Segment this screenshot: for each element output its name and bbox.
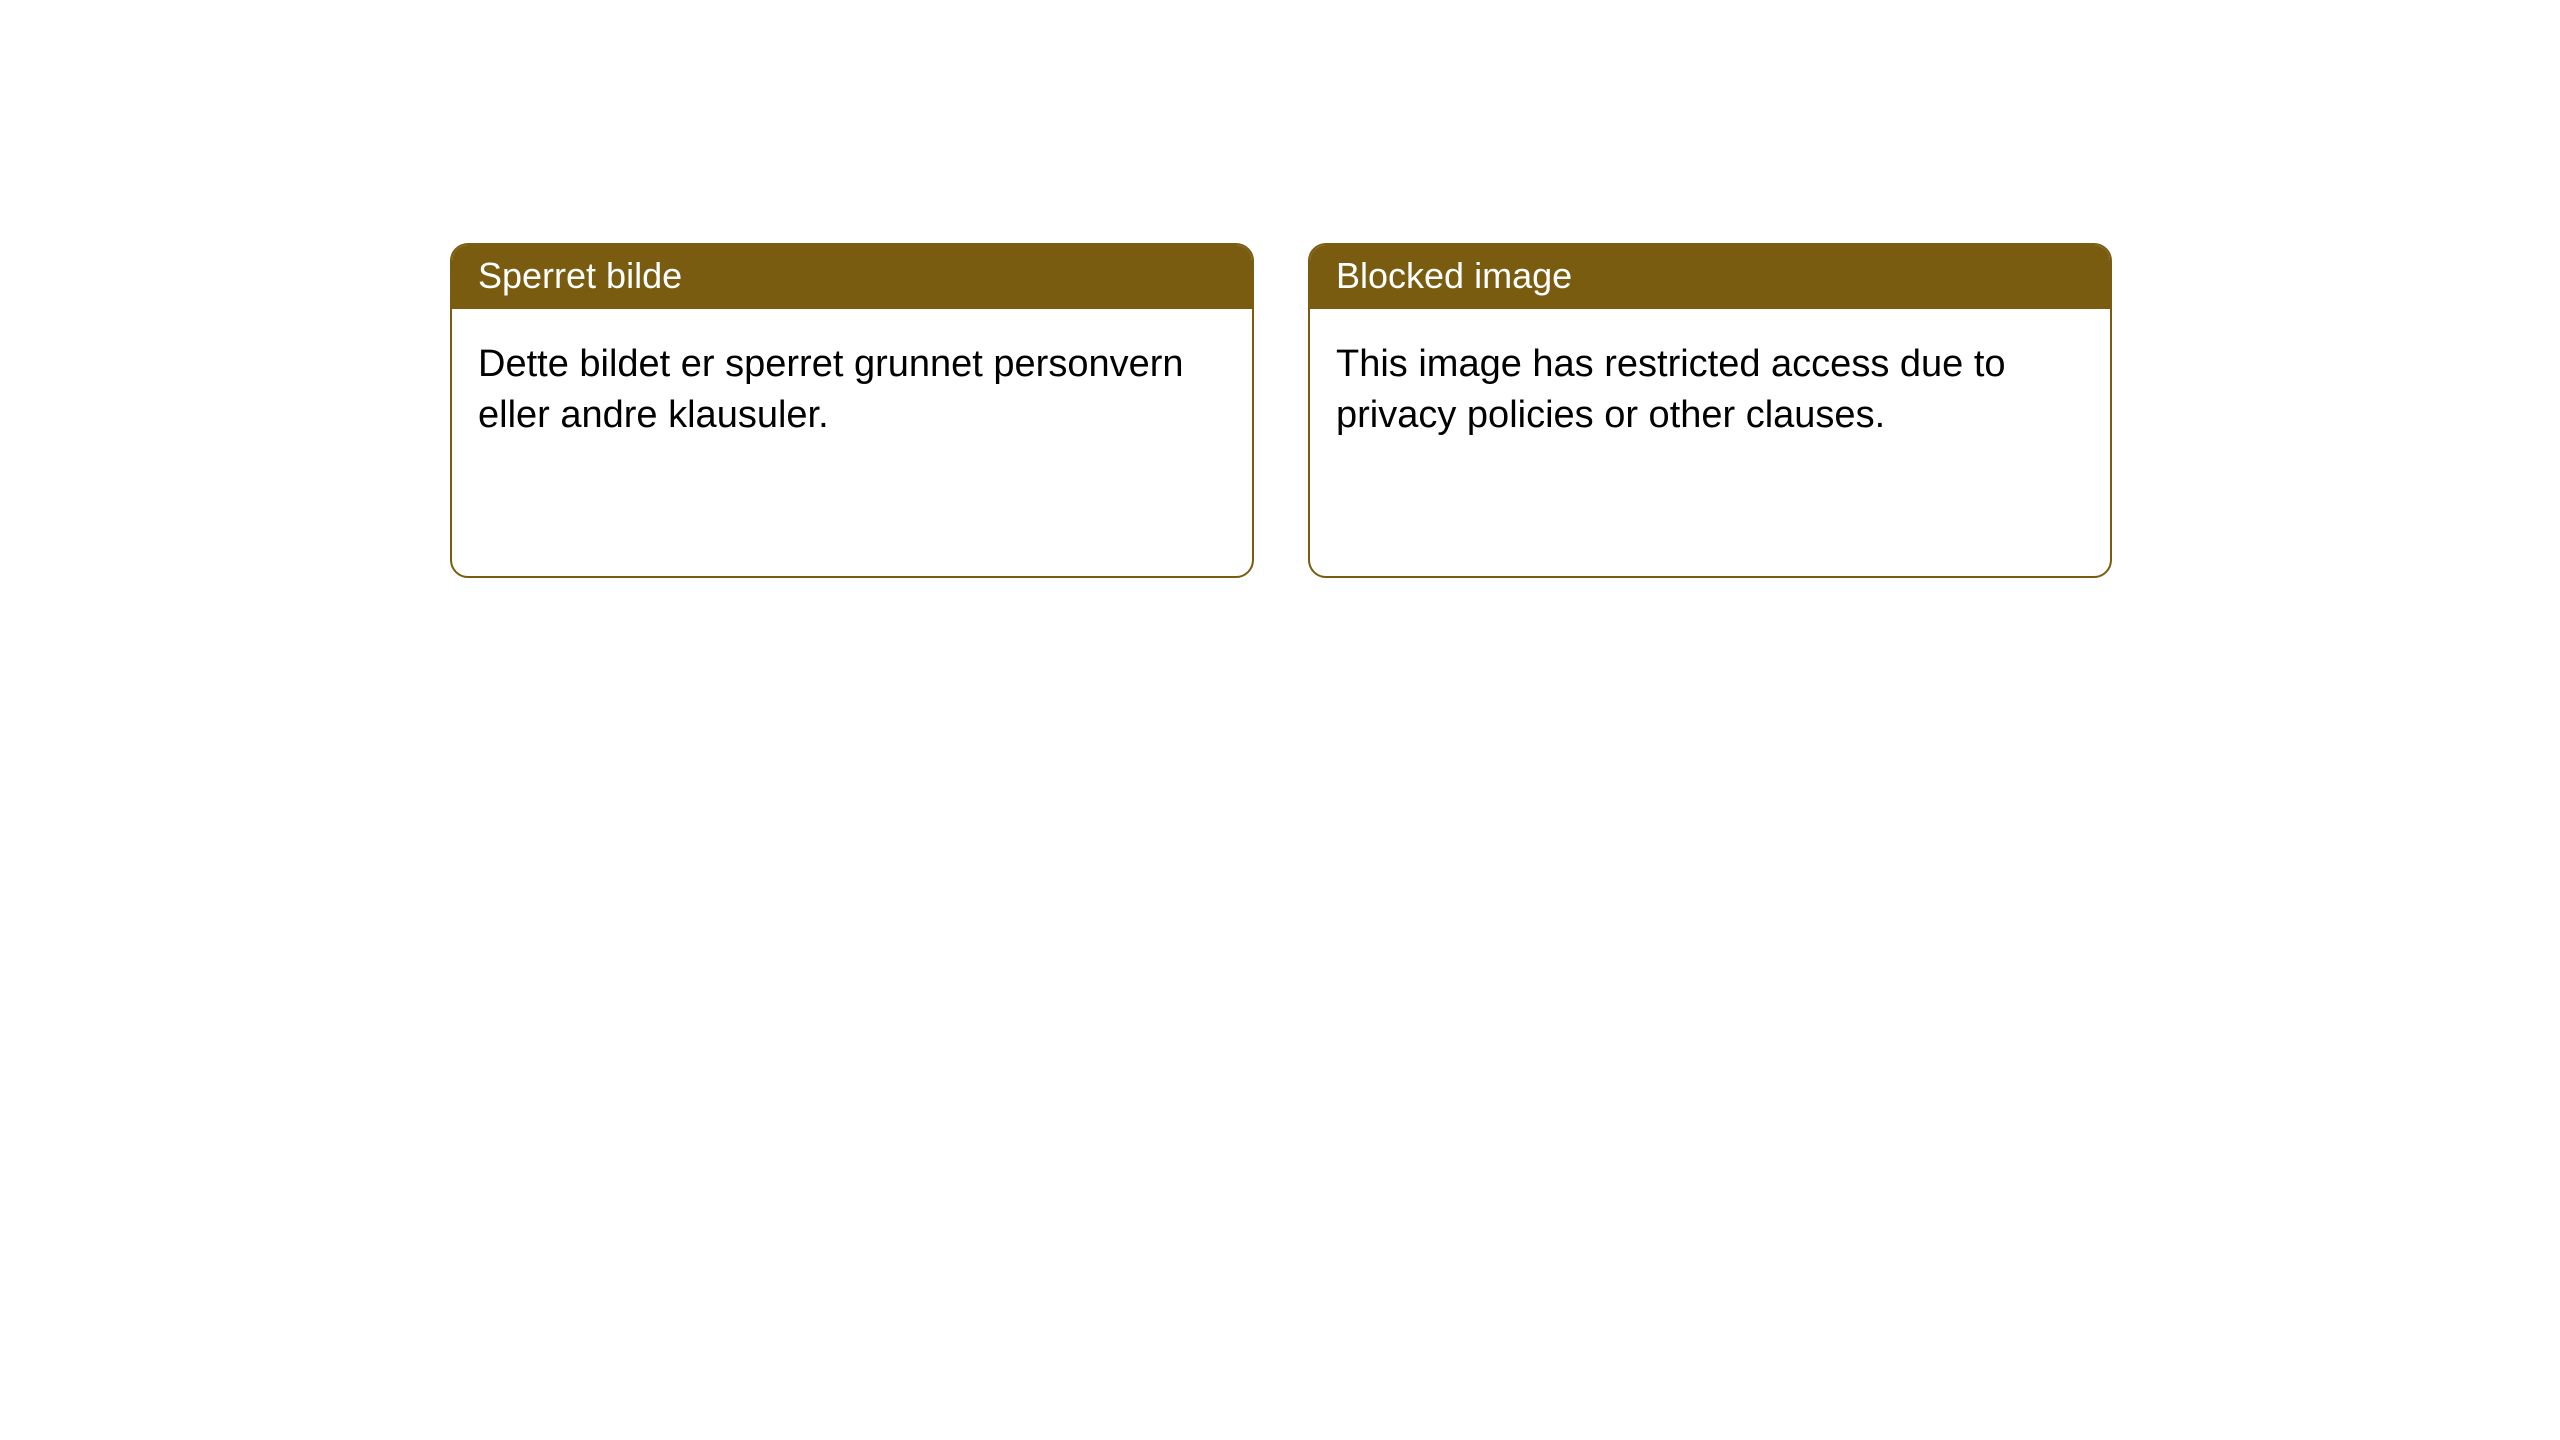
blocked-image-card-en: Blocked image This image has restricted … <box>1308 243 2112 578</box>
card-body: This image has restricted access due to … <box>1310 309 2110 472</box>
card-body-text: This image has restricted access due to … <box>1336 343 2006 436</box>
card-body: Dette bildet er sperret grunnet personve… <box>452 309 1252 472</box>
notice-container: Sperret bilde Dette bildet er sperret gr… <box>0 0 2560 578</box>
blocked-image-card-no: Sperret bilde Dette bildet er sperret gr… <box>450 243 1254 578</box>
card-body-text: Dette bildet er sperret grunnet personve… <box>478 343 1184 436</box>
card-header-text: Sperret bilde <box>478 255 682 296</box>
card-header-text: Blocked image <box>1336 255 1572 296</box>
card-header: Sperret bilde <box>452 245 1252 309</box>
card-header: Blocked image <box>1310 245 2110 309</box>
